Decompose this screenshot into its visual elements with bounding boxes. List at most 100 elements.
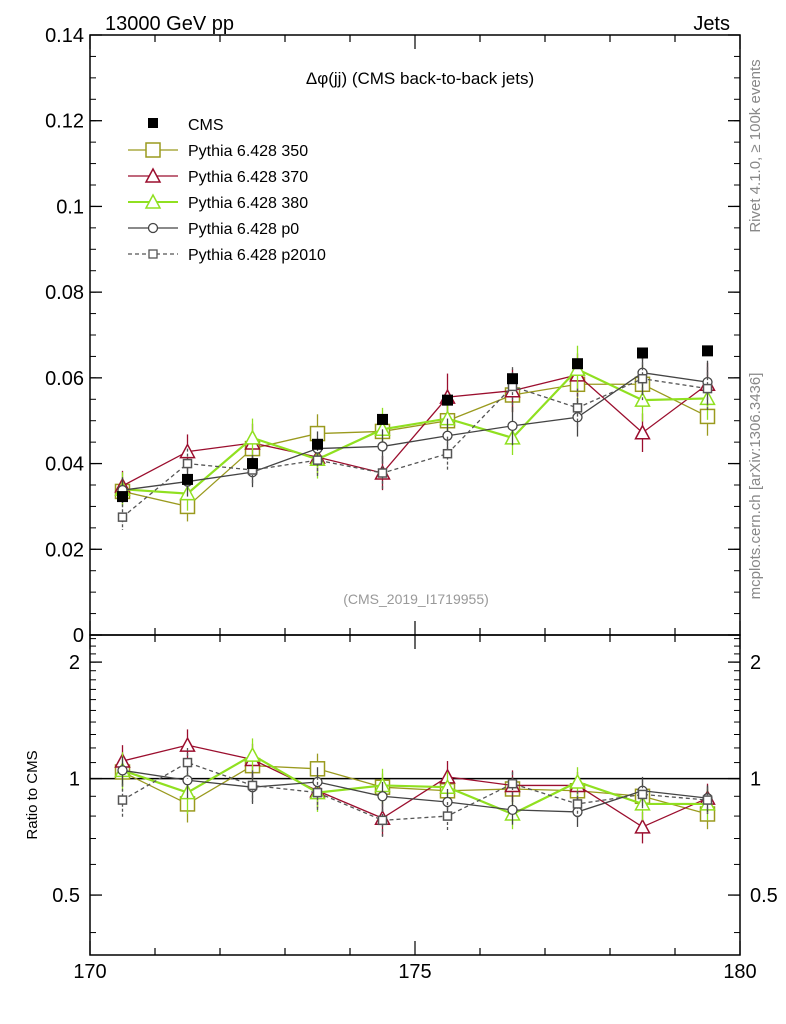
analysis-tag: (CMS_2019_I1719955)	[343, 591, 489, 607]
point-ratio-pythia-6-428-p0	[507, 804, 518, 816]
legend-marker-cms	[148, 118, 158, 128]
ratio-plot-panel: Ratio to CMS 0.5 0.5 1 1 2 2	[24, 634, 778, 956]
legend-item-pythia-p0: Pythia 6.428 p0	[128, 221, 299, 238]
main-y-tick-label: 0.04	[45, 454, 84, 476]
ratio-y-tick-label-right: 2	[750, 652, 761, 674]
x-tick-label: 180	[723, 961, 756, 983]
legend-marker-pythia-380	[144, 193, 162, 209]
point-cms	[247, 458, 258, 470]
legend-label-pythia-p0: Pythia 6.428 p0	[188, 221, 299, 238]
point-cms	[572, 358, 583, 370]
point-pythia-6-428-370	[634, 424, 651, 440]
series-pythia-6-428-350	[114, 365, 716, 522]
point-pythia-6-428-p2010	[312, 455, 323, 465]
legend-label-cms: CMS	[188, 117, 224, 134]
point-cms	[312, 438, 323, 450]
point-pythia-6-428-p2010	[377, 468, 388, 478]
ratio-line-pythia-6-428-370	[122, 744, 708, 828]
point-pythia-6-428-380	[244, 429, 261, 445]
legend: CMS Pythia 6.428 350 Pythia 6.428 370 Py…	[128, 117, 326, 264]
point-pythia-6-428-p2010	[702, 383, 713, 394]
series-line-pythia-6-428-350	[122, 383, 708, 508]
point-ratio-pythia-6-428-p2010	[507, 778, 518, 789]
point-pythia-6-428-p2010	[442, 448, 453, 459]
series-line-pythia-6-428-p2010	[122, 378, 708, 518]
point-pythia-6-428-p2010	[572, 403, 583, 413]
ratio-line-pythia-6-428-p0	[122, 769, 708, 813]
point-ratio-pythia-6-428-p2010	[572, 799, 583, 809]
legend-label-pythia-380: Pythia 6.428 380	[188, 195, 308, 212]
point-ratio-pythia-6-428-p2010	[637, 789, 648, 800]
point-ratio-pythia-6-428-p2010	[247, 780, 258, 791]
ratio-y-tick-label: 1	[69, 769, 80, 791]
series-line-pythia-6-428-380	[122, 367, 708, 495]
ratio-y-tick-label: 2	[69, 652, 80, 674]
x-tick-label: 170	[73, 961, 106, 983]
plot-title: Δφ(jj) (CMS back-to-back jets)	[306, 69, 534, 88]
ratio-y-tick-label-right: 0.5	[750, 885, 778, 907]
point-ratio-pythia-6-428-p0	[377, 791, 388, 802]
point-pythia-6-428-p0	[572, 412, 583, 423]
point-pythia-6-428-p2010	[637, 373, 648, 384]
main-y-tick-label: 0.12	[45, 111, 84, 133]
legend-item-pythia-p2010: Pythia 6.428 p2010	[128, 247, 326, 264]
point-cms	[637, 347, 648, 359]
point-ratio-pythia-6-428-p2010	[702, 795, 713, 805]
point-ratio-pythia-6-428-370	[634, 818, 651, 834]
point-cms	[507, 373, 518, 385]
point-ratio-pythia-6-428-p2010	[117, 795, 128, 805]
point-pythia-6-428-p0	[377, 441, 388, 452]
ratio-series-pythia-6-428-350	[114, 750, 716, 830]
ratio-series-pythia-6-428-p2010	[117, 747, 713, 839]
legend-marker-pythia-370	[144, 167, 162, 183]
point-cms	[377, 413, 388, 425]
main-plot-panel: Δφ(jj) (CMS back-to-back jets) (CMS_2019…	[45, 25, 741, 647]
legend-item-cms: CMS	[148, 117, 224, 134]
series-cms	[117, 345, 713, 503]
rivet-version-label: Rivet 4.1.0, ≥ 100k events	[747, 59, 764, 232]
legend-item-pythia-370: Pythia 6.428 370	[128, 167, 308, 186]
point-cms	[702, 345, 713, 357]
point-pythia-6-428-p2010	[182, 458, 193, 469]
ratio-line-pythia-6-428-p2010	[122, 761, 708, 821]
point-ratio-pythia-6-428-p0	[182, 775, 193, 786]
header-right-label: Jets	[693, 13, 730, 35]
point-pythia-6-428-p0	[442, 430, 453, 441]
point-ratio-pythia-6-428-p0	[117, 765, 128, 776]
point-cms	[117, 491, 128, 503]
series-pythia-6-428-p2010	[117, 357, 713, 530]
ratio-y-tick-label-right: 1	[750, 769, 761, 791]
ratio-y-tick-label: 0.5	[52, 885, 80, 907]
legend-item-pythia-350: Pythia 6.428 350	[128, 142, 308, 160]
ratio-line-pythia-6-428-350	[122, 764, 708, 815]
series-line-pythia-6-428-p0	[122, 372, 708, 491]
series-line-pythia-6-428-370	[122, 374, 708, 487]
legend-item-pythia-380: Pythia 6.428 380	[128, 193, 308, 212]
ratio-axis-label: Ratio to CMS	[24, 750, 41, 839]
legend-marker-pythia-p0	[147, 222, 159, 234]
point-ratio-pythia-6-428-370	[179, 736, 196, 752]
main-y-tick-label: 0.14	[45, 25, 84, 47]
legend-label-pythia-370: Pythia 6.428 370	[188, 169, 308, 186]
point-ratio-pythia-6-428-380	[244, 746, 261, 762]
point-ratio-pythia-6-428-p2010	[377, 815, 388, 826]
point-pythia-6-428-p0	[507, 420, 518, 432]
main-y-tick-label: 0.1	[56, 196, 84, 218]
main-y-tick-label: 0.08	[45, 282, 84, 304]
ratio-line-pythia-6-428-380	[122, 753, 708, 816]
legend-marker-pythia-p2010	[148, 249, 158, 259]
legend-label-pythia-350: Pythia 6.428 350	[188, 143, 308, 160]
x-tick-label: 175	[398, 961, 431, 983]
main-y-tick-label: 0.02	[45, 539, 84, 561]
series-pythia-6-428-380	[114, 345, 716, 511]
mcplots-source-label: mcplots.cern.ch [arXiv:1306.3436]	[747, 373, 764, 600]
legend-marker-pythia-350	[145, 142, 161, 158]
point-pythia-6-428-p2010	[117, 512, 128, 522]
point-cms	[182, 473, 193, 485]
point-ratio-pythia-6-428-380	[569, 773, 586, 789]
main-y-tick-label: 0	[73, 625, 84, 647]
main-y-tick-label: 0.06	[45, 368, 84, 390]
x-axis: 170 175 180	[73, 35, 757, 983]
point-ratio-pythia-6-428-p2010	[182, 757, 193, 768]
